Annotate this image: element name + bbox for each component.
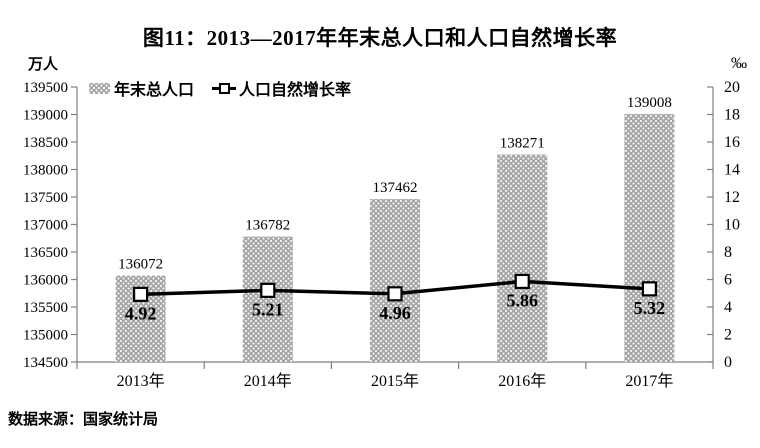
line-value-label: 4.92	[125, 303, 157, 323]
line-marker-2013年	[133, 286, 149, 302]
legend-bar-swatch-icon	[89, 82, 110, 94]
line-value-label: 5.21	[252, 299, 284, 319]
chart-title: 图11：2013—2017年年末总人口和人口自然增长率	[142, 26, 618, 50]
right-axis-tick-label: 0	[724, 354, 732, 371]
x-axis-category-label: 2016年	[498, 372, 546, 390]
right-axis-tick-label: 4	[724, 299, 732, 316]
right-axis-tick-label: 12	[724, 189, 740, 206]
line-value-label: 5.86	[506, 290, 538, 310]
right-axis-tick-label: 18	[724, 107, 740, 124]
right-axis-tick-label: 16	[724, 134, 740, 151]
legend-line-square	[219, 82, 231, 94]
line-marker-2017年	[641, 281, 658, 297]
bar-2014年	[242, 236, 293, 362]
line-marker-2015年	[387, 286, 403, 302]
right-axis-tick-label: 6	[724, 272, 732, 289]
left-axis-tick-label: 139500	[23, 80, 68, 96]
legend: 年末总人口 人口自然增长率	[89, 76, 351, 100]
line-value-label: 4.96	[379, 303, 411, 323]
bar-value-label: 137462	[373, 180, 418, 196]
legend-line-label: 人口自然增长率	[239, 82, 352, 99]
legend-bar-label: 年末总人口	[114, 82, 195, 99]
left-axis-tick-label: 135000	[23, 328, 68, 344]
right-axis-tick-label: 2	[724, 327, 732, 344]
plot-area: 134500 135000 135500 136000 136500 137000 1375…	[23, 79, 740, 390]
left-axis-unit-label: 万人	[28, 57, 59, 73]
right-axis-tick-label: 20	[724, 79, 740, 96]
left-axis-tick-label: 137500	[23, 190, 68, 206]
left-axis-tick-label: 139000	[23, 108, 68, 124]
right-axis-tick-label: 14	[724, 162, 740, 179]
x-axis-category-label: 2014年	[244, 372, 292, 390]
left-axis-tick-label: 135500	[23, 300, 68, 316]
bar-2015年	[370, 199, 420, 362]
left-axis-tick-label: 134500	[23, 355, 68, 371]
bar-2017年	[624, 114, 675, 362]
right-axis-tick-label: 8	[724, 244, 732, 261]
left-axis-tick-label: 138000	[23, 163, 68, 179]
bar-2016年	[497, 154, 548, 362]
x-axis-category-label: 2015年	[371, 372, 419, 390]
x-axis-category-label: 2017年	[625, 372, 673, 390]
left-axis-tick-label: 136000	[23, 273, 68, 289]
legend-line-marker-icon	[212, 82, 237, 95]
left-axis-tick-label: 136500	[23, 245, 68, 261]
right-axis-tick-label: 10	[724, 217, 740, 234]
line-marker-2014年	[260, 282, 276, 298]
bar-value-label: 136072	[118, 257, 163, 273]
x-axis-category-label: 2013年	[117, 372, 165, 390]
line-marker-2016年	[514, 273, 530, 290]
left-axis-tick-label: 138500	[23, 135, 68, 151]
right-axis-unit-label: ‰	[731, 55, 747, 72]
left-axis-tick-label: 137000	[23, 218, 68, 234]
bar-value-label: 138271	[500, 136, 545, 152]
line-value-label: 5.32	[634, 298, 666, 318]
source-note: 数据来源：国家统计局	[8, 411, 159, 428]
bar-value-label: 139008	[627, 95, 672, 111]
bar-value-label: 136782	[245, 217, 290, 233]
